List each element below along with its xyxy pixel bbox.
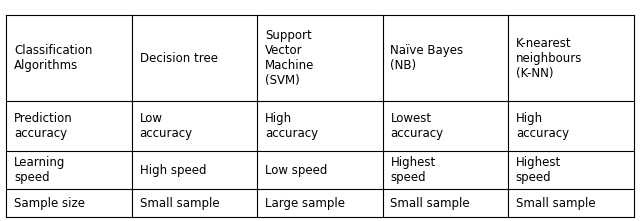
Text: Lowest
accuracy: Lowest accuracy [390,112,444,140]
Text: Highest
speed: Highest speed [516,156,561,184]
Text: Support
Vector
Machine
(SVM): Support Vector Machine (SVM) [265,29,314,87]
Text: Small sample: Small sample [390,196,470,210]
Text: Learning
speed: Learning speed [14,156,65,184]
Text: Small sample: Small sample [140,196,219,210]
Text: Large sample: Large sample [265,196,345,210]
Text: High
accuracy: High accuracy [516,112,569,140]
Text: Decision tree: Decision tree [140,52,218,65]
Text: Small sample: Small sample [516,196,595,210]
Text: Highest
speed: Highest speed [390,156,436,184]
Text: K-nearest
neighbours
(K-NN): K-nearest neighbours (K-NN) [516,37,582,80]
Text: Low speed: Low speed [265,164,327,177]
Text: Prediction
accuracy: Prediction accuracy [14,112,73,140]
Text: Low
accuracy: Low accuracy [140,112,193,140]
Text: High
accuracy: High accuracy [265,112,318,140]
Text: Classification
Algorithms: Classification Algorithms [14,44,92,72]
Text: High speed: High speed [140,164,206,177]
Text: Naïve Bayes
(NB): Naïve Bayes (NB) [390,44,463,72]
Text: Sample size: Sample size [14,196,85,210]
